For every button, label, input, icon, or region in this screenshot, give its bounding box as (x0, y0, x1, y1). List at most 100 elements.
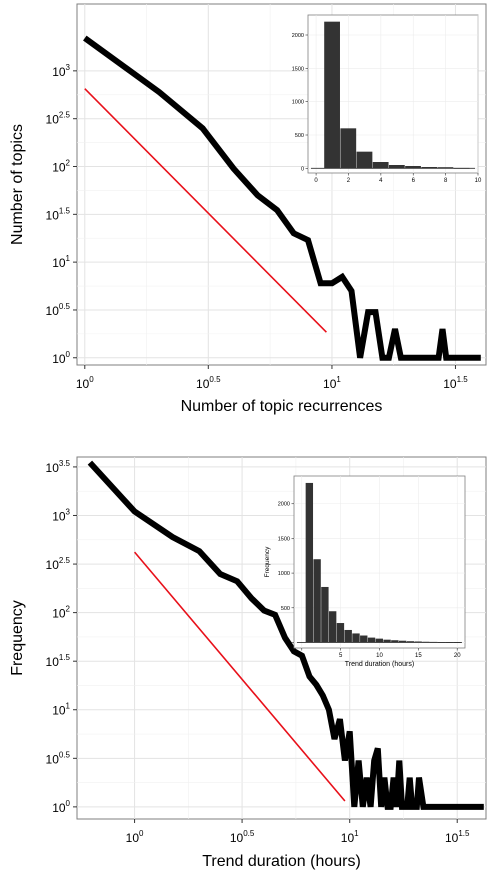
y-tick-label-exponent: 3 (66, 63, 71, 72)
y-tick-label-exponent: 1 (66, 702, 71, 711)
x-tick-label: 101 (323, 375, 341, 391)
inset-bar (430, 641, 438, 643)
y-tick-label-base: 10 (46, 558, 60, 572)
y-tick-label-exponent: 0.5 (59, 302, 71, 311)
inset-bar (421, 167, 438, 169)
y-tick-label-base: 10 (46, 304, 60, 318)
y-tick-label-base: 10 (52, 607, 66, 621)
x-tick-label-base: 10 (230, 831, 244, 845)
y-tick-label-exponent: 0 (66, 799, 71, 808)
x-tick-label: 101 (341, 829, 359, 845)
y-tick-label-base: 10 (46, 208, 60, 222)
inset-bar (398, 640, 407, 643)
inset-y-axis-title: Frequency (264, 546, 271, 577)
y-tick-label-base: 10 (52, 352, 66, 366)
x-tick-label-exponent: 0.5 (209, 375, 221, 384)
y-tick-label-exponent: 2 (66, 158, 71, 167)
y-tick-label-base: 10 (46, 113, 60, 127)
inset-y-tick-label: 1500 (278, 536, 290, 542)
inset-x-tick-label: 20 (454, 653, 461, 659)
inset-bar (367, 637, 376, 643)
inset-bar (391, 640, 399, 643)
y-tick-label-exponent: 1.5 (59, 206, 71, 215)
data-series-line (87, 460, 484, 810)
x-tick-label-exponent: 1 (336, 375, 341, 384)
inset-y-tick-label: 2000 (278, 502, 290, 508)
x-tick-label-base: 10 (443, 377, 457, 391)
y-tick-label-base: 10 (52, 160, 66, 174)
inset-x-tick-label: 15 (415, 653, 422, 659)
inset-y-tick-label: 0 (301, 166, 304, 172)
inset-y-tick-label: 0 (287, 640, 290, 646)
inset-bar (406, 641, 415, 643)
y-tick-label: 100 (52, 350, 70, 366)
y-tick-label-base: 10 (46, 752, 60, 766)
inset-x-tick-label: 2 (347, 178, 351, 184)
inset-bar (437, 167, 454, 169)
inset-y-tick-label: 2000 (292, 33, 304, 39)
inset-x-tick-label: 6 (412, 178, 416, 184)
x-tick-label-exponent: 0 (89, 375, 94, 384)
inset-bar (437, 642, 446, 643)
x-tick-label: 101.5 (445, 829, 470, 845)
inset-bar (405, 166, 421, 169)
x-tick-label: 100.5 (230, 829, 255, 845)
inset-bar (336, 623, 345, 643)
power-law-fit-line (133, 551, 346, 802)
inset-bar (414, 641, 422, 643)
y-tick-label: 101.5 (46, 653, 71, 669)
y-axis-title: Frequency (9, 600, 26, 676)
inset-histogram: 0 2 4 6 8 10 0 500 1000 1500 2000 (292, 14, 482, 184)
inset-bar (340, 128, 357, 169)
inset-y-tick-label: 1000 (278, 571, 290, 577)
x-tick-label: 100 (76, 375, 94, 391)
x-tick-label-base: 10 (445, 831, 459, 845)
inset-bar (328, 611, 337, 643)
inset-bar (375, 638, 383, 643)
inset-bar (324, 21, 340, 169)
inset-bar (422, 641, 430, 643)
y-tick-label-exponent: 3 (66, 507, 71, 516)
y-tick-label-base: 10 (46, 461, 60, 475)
y-tick-label-base: 10 (52, 704, 66, 718)
recurrences-chart: 100 100.5 101 101.5100100.5101101.5102102.5… (9, 3, 487, 415)
inset-x-tick-label: 5 (339, 653, 343, 659)
inset-x-tick-label: 0 (300, 653, 304, 659)
inset-bar (321, 586, 329, 643)
y-tick-label: 103 (52, 507, 70, 523)
x-tick-label-base: 10 (196, 377, 210, 391)
inset-bar (453, 642, 461, 643)
x-tick-label-exponent: 0 (139, 829, 144, 838)
x-axis-title: Number of topic recurrences (181, 398, 383, 415)
y-tick-label: 102 (52, 158, 70, 174)
y-tick-label: 100.5 (46, 302, 71, 318)
x-tick-label-base: 10 (76, 377, 90, 391)
inset-y-tick-label: 500 (295, 133, 304, 139)
y-tick-label-base: 10 (52, 509, 66, 523)
x-tick-label-exponent: 1 (354, 829, 359, 838)
inset-bar (356, 151, 373, 169)
y-axis-title: Number of topics (9, 124, 26, 245)
x-axis-title: Trend duration (hours) (202, 853, 361, 870)
inset-bar (305, 482, 314, 643)
inset-y-tick-label: 1500 (292, 66, 304, 72)
y-tick-label: 100 (52, 799, 70, 815)
x-tick-label-base: 10 (341, 831, 355, 845)
inset-bar (388, 165, 405, 169)
y-tick-label: 102.5 (46, 111, 71, 127)
y-tick-label-exponent: 2 (66, 605, 71, 614)
inset-histogram: 0 5 10 15 20 0 500 1000 1500 2000 Trend duration (… (264, 475, 466, 668)
y-tick-label-base: 10 (52, 256, 66, 270)
y-tick-label-base: 10 (52, 65, 66, 79)
x-tick-label-exponent: 1.5 (457, 375, 469, 384)
inset-bar (372, 162, 389, 169)
y-tick-label: 103.5 (46, 459, 71, 475)
gridlines (77, 4, 486, 365)
y-tick-label-base: 10 (46, 655, 60, 669)
inset-bar (360, 635, 368, 643)
x-tick-label: 100 (126, 829, 144, 845)
y-tick-label: 102.5 (46, 556, 71, 572)
inset-bar (352, 633, 360, 643)
data-series-line (83, 35, 481, 361)
